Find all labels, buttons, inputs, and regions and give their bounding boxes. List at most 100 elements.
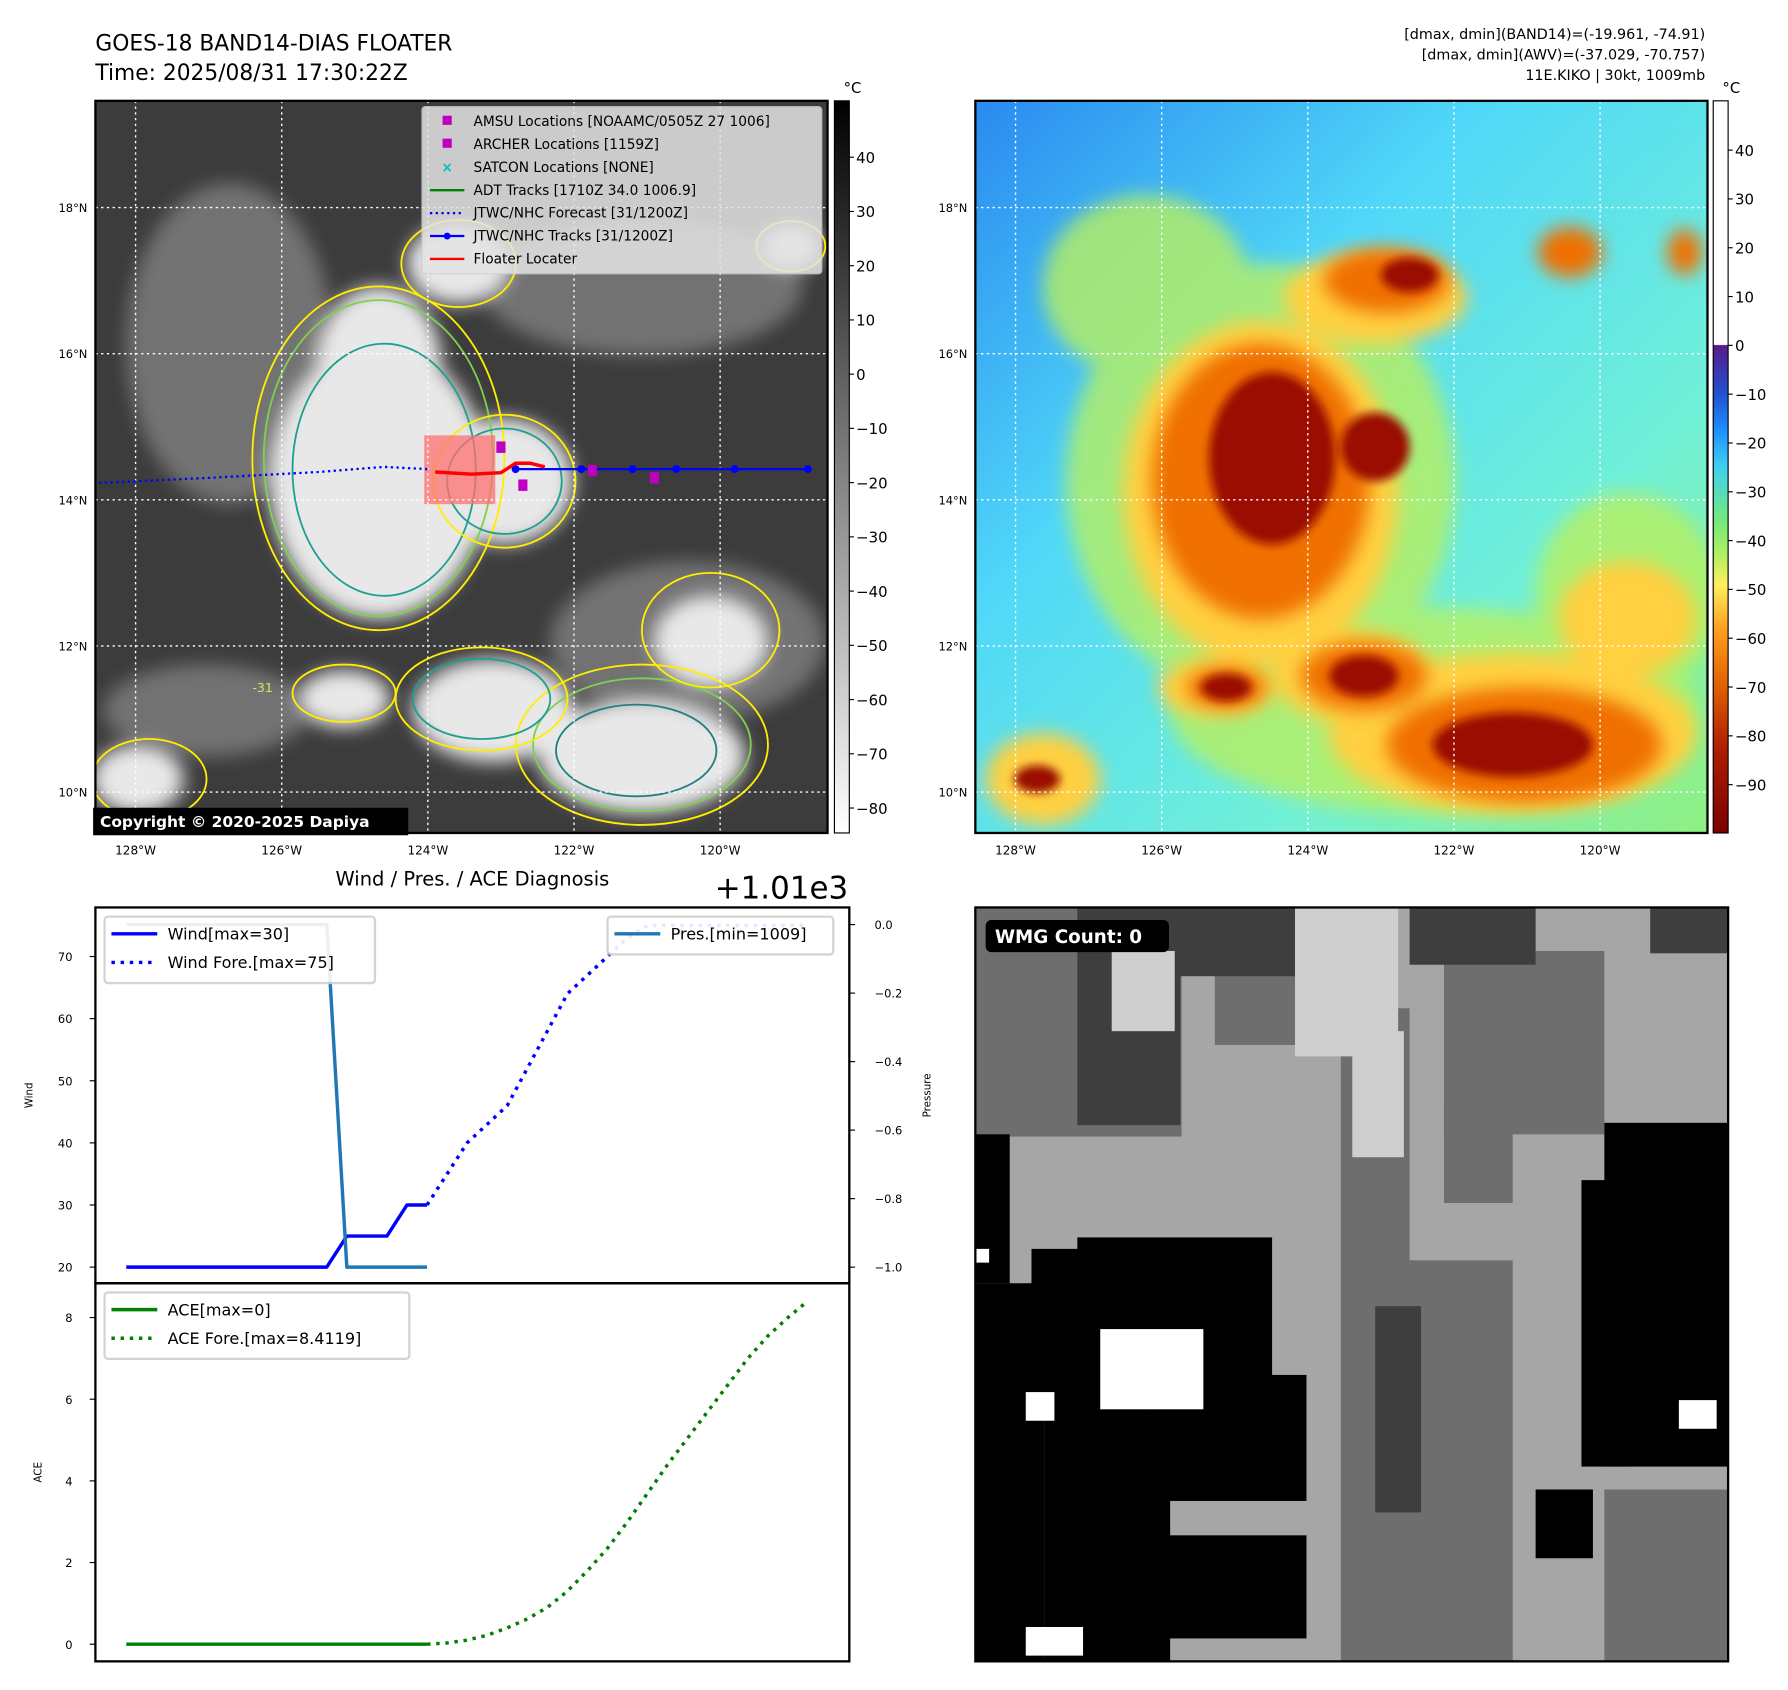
legend-label: ARCHER Locations [1159Z] — [474, 137, 659, 153]
lon-tick-label: 122°W — [554, 844, 595, 858]
lat-tick-label: 16°N — [938, 347, 967, 361]
colorbar-tick-label: −80 — [1735, 728, 1766, 746]
chart-legend — [606, 915, 835, 956]
chart-legend — [103, 915, 377, 985]
pressure-offset: +1.01e3 — [715, 870, 848, 906]
colorbar-tick-label: −10 — [856, 420, 887, 438]
legend-label: AMSU Locations [NOAAMC/0505Z 27 1006] — [474, 114, 770, 130]
jtwc-track-point — [730, 465, 739, 474]
lat-tick-label: 16°N — [59, 347, 88, 361]
colorbar-tick-label: −30 — [1735, 484, 1766, 502]
colorbar-tick-label: −40 — [1735, 532, 1766, 550]
lat-tick-label: 14°N — [59, 493, 88, 507]
colorbar-tick-label: 40 — [856, 149, 875, 167]
colorbar-tick-label: −50 — [856, 637, 887, 655]
series-ace-fore-line — [426, 1299, 810, 1646]
colorbar-tick-label: 0 — [1735, 337, 1744, 355]
y2-tick-label: −0.2 — [875, 987, 903, 1001]
legend-x-icon: × — [441, 160, 453, 176]
colorbar-tick-label: −60 — [1735, 630, 1766, 648]
lon-tick-label: 126°W — [261, 844, 302, 858]
chart-legend-label: Pres.[min=1009] — [671, 925, 807, 944]
colorbar-tick-label: −10 — [1735, 386, 1766, 404]
colorbar-right-unit: °C — [1722, 79, 1740, 97]
colorbar-tick-label: 20 — [1735, 239, 1754, 257]
lat-tick-label: 14°N — [938, 493, 967, 507]
colorbar-tick-label: −50 — [1735, 581, 1766, 599]
y-tick-label: 50 — [58, 1074, 73, 1088]
storm-info: 11E.KIKO | 30kt, 1009mb — [1525, 68, 1705, 84]
colorbar-tick-label: −90 — [1735, 776, 1766, 794]
y-tick-label: 0 — [65, 1638, 72, 1652]
legend-label: Floater Locater — [474, 252, 578, 268]
colorbar-color — [1712, 100, 1729, 834]
legend-label: JTWC/NHC Forecast [31/1200Z] — [473, 206, 688, 222]
amsu-location-marker — [587, 464, 597, 477]
y-axis-label: ACE — [33, 1462, 45, 1483]
lon-tick-label: 120°W — [1580, 844, 1621, 858]
chart-legend-label: ACE[max=0] — [168, 1300, 271, 1319]
floater-box — [424, 435, 496, 505]
y2-tick-label: −1.0 — [875, 1261, 903, 1275]
lon-tick-label: 124°W — [407, 844, 448, 858]
legend-label: ADT Tracks [1710Z 34.0 1006.9] — [474, 183, 697, 199]
lat-tick-label: 18°N — [938, 201, 967, 215]
copyright: Copyright © 2020-2025 Dapiya — [100, 813, 370, 831]
legend-square-icon — [442, 138, 452, 148]
legend-label: JTWC/NHC Tracks [31/1200Z] — [473, 229, 673, 245]
y-tick-label: 4 — [65, 1474, 72, 1488]
lat-tick-label: 10°N — [59, 786, 88, 800]
colorbar-tick-label: −80 — [856, 800, 887, 818]
awv-color-map — [975, 100, 1708, 833]
lon-tick-label: 124°W — [1287, 844, 1328, 858]
colorbar-tick-label: 30 — [1735, 191, 1754, 209]
y-tick-label: 2 — [65, 1556, 72, 1570]
lon-tick-label: 120°W — [700, 844, 741, 858]
colorbar-tick-label: 30 — [856, 203, 875, 221]
chart-legend-label: Wind[max=30] — [168, 925, 290, 944]
y2-tick-label: 0.0 — [875, 918, 893, 932]
y2-tick-label: −0.8 — [875, 1192, 903, 1206]
chart-legend — [103, 1291, 411, 1361]
jtwc-track-point — [672, 465, 681, 474]
lat-tick-label: 12°N — [938, 639, 967, 653]
wmg-panel — [975, 907, 1729, 1662]
colorbar-tick-label: 10 — [856, 312, 875, 330]
lat-tick-label: 18°N — [59, 201, 88, 215]
series-wind-fore-line — [425, 923, 809, 1206]
chart-legend-label: Wind Fore.[max=75] — [168, 953, 334, 972]
figure-time: Time: 2025/08/31 17:30:22Z — [94, 61, 407, 86]
colorbar-tick-label: −40 — [856, 583, 887, 601]
y-tick-label: 40 — [58, 1136, 73, 1150]
colorbar-tick-label: −30 — [856, 529, 887, 547]
jtwc-track-point — [628, 465, 637, 474]
amsu-location-marker — [496, 441, 506, 453]
map-legend: AMSU Locations [NOAAMC/0505Z 27 1006] ARC… — [421, 105, 823, 275]
chart-legend-label: ACE Fore.[max=8.4119] — [168, 1329, 362, 1348]
amsu-location-marker — [649, 472, 659, 484]
legend-square-icon — [442, 115, 452, 125]
y-tick-label: 6 — [65, 1393, 72, 1407]
y-axis-label: Wind — [23, 1082, 35, 1108]
stats-awv: [dmax, dmin](AWV)=(-37.029, -70.757) — [1422, 48, 1705, 64]
colorbar-left-unit: °C — [844, 79, 862, 97]
colorbar-tick-label: 20 — [856, 257, 875, 275]
jtwc-track-point — [803, 465, 812, 474]
legend-dot-icon — [443, 232, 451, 240]
colorbar-tick-label: 10 — [1735, 288, 1754, 306]
y-tick-label: 30 — [58, 1199, 73, 1213]
stats-band14: [dmax, dmin](BAND14)=(-19.961, -74.91) — [1404, 27, 1705, 43]
jtwc-track-point — [511, 465, 520, 474]
jtwc-forecast-track — [99, 465, 428, 485]
floater-locater-track — [435, 461, 546, 476]
jtwc-track-point — [577, 465, 586, 474]
legend-label: SATCON Locations [NONE] — [474, 160, 654, 176]
colorbar-tick-label: 0 — [856, 366, 865, 384]
lon-tick-label: 126°W — [1141, 844, 1182, 858]
colorbar-tick-label: −20 — [856, 474, 887, 492]
y-tick-label: 8 — [65, 1311, 72, 1325]
y2-tick-label: −0.4 — [875, 1055, 903, 1069]
colorbar-tick-label: −60 — [856, 691, 887, 709]
lat-tick-label: 12°N — [59, 639, 88, 653]
